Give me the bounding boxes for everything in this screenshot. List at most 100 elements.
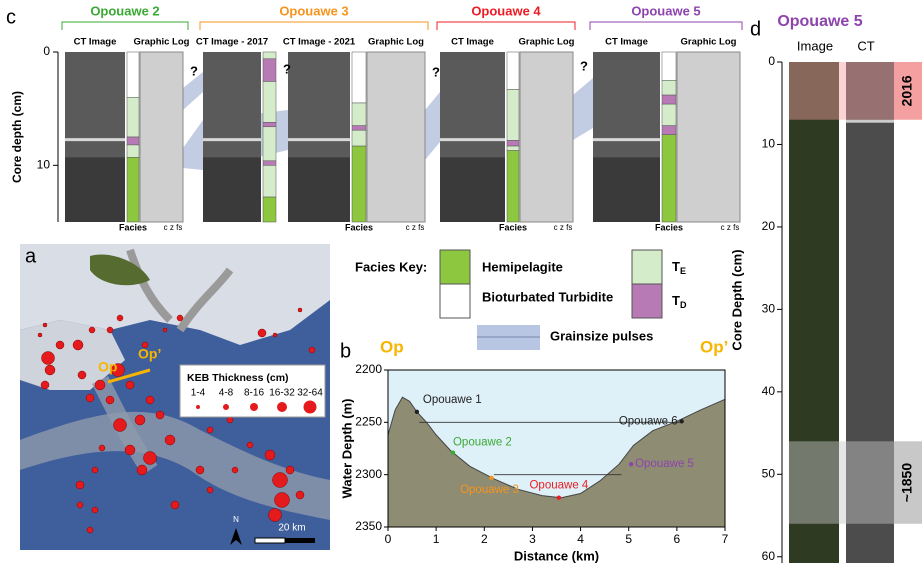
map-dot: [117, 315, 123, 321]
facies-label: Facies: [345, 222, 373, 232]
y-tick-label: 2250: [355, 415, 382, 429]
map-dot: [45, 365, 55, 375]
core-site-label: Opouawe 2: [453, 437, 512, 449]
axis-title: Core Depth (cm): [729, 249, 744, 350]
axis-title: Distance (km): [514, 548, 599, 563]
column-label: CT Image: [451, 37, 494, 48]
ct-band: [593, 138, 660, 141]
map-dot: [78, 371, 86, 379]
core-site-label: Opouawe 5: [635, 458, 694, 470]
x-tick-label: 2: [481, 532, 488, 546]
core-bracket: [200, 22, 428, 30]
y-tick-label: 0: [768, 54, 775, 68]
column-label: Graphic Log: [519, 37, 575, 48]
facies-segment: [352, 103, 366, 126]
ct-band: [288, 138, 350, 141]
facies-segment: [263, 52, 276, 59]
map-dot: [135, 415, 145, 425]
y-tick-label: 60: [762, 549, 776, 563]
map-dot: [114, 419, 127, 432]
facies-segment: [352, 130, 366, 146]
panel-letter: c: [6, 6, 16, 28]
legend-dot: [223, 404, 229, 410]
key-label: TE: [672, 259, 686, 276]
legend-dot: [304, 401, 317, 414]
graphic-log: [367, 52, 425, 222]
axis-title: Core depth (cm): [10, 91, 24, 183]
key-label: TD: [672, 293, 687, 310]
profile-end: Op’: [700, 337, 728, 356]
core-site: [629, 462, 633, 466]
facies-segment: [507, 140, 519, 146]
event-overlay: [789, 441, 894, 523]
legend-label: 1-4: [191, 388, 206, 399]
facies-label: Facies: [655, 222, 683, 232]
key-swatch: [440, 284, 470, 318]
map-dot: [296, 491, 304, 499]
grain-label: c z fs: [164, 223, 183, 232]
event-label: ~1850: [899, 463, 915, 503]
north-label: N: [233, 515, 239, 524]
core-site-label: Opouawe 6: [619, 415, 678, 427]
facies-segment: [127, 97, 139, 137]
core-site: [415, 410, 419, 414]
facies-segment: [507, 52, 519, 89]
core-name: Opouawe 4: [471, 3, 541, 18]
column-label: Image: [797, 38, 833, 53]
graphic-log: [520, 52, 573, 222]
x-tick-label: 5: [625, 532, 632, 546]
key-swatch: [632, 250, 662, 284]
map-dot: [298, 308, 302, 312]
y-tick-label: 10: [762, 137, 776, 151]
map-dot: [273, 333, 277, 337]
core-title: Opouawe 5: [777, 13, 862, 30]
map-dot: [269, 509, 282, 522]
facies-segment: [263, 161, 276, 166]
legend-title: KEB Thickness (cm): [187, 372, 289, 384]
map-dot: [273, 473, 288, 488]
core-name: Opouawe 5: [631, 3, 700, 18]
key-label-main: T: [672, 293, 680, 308]
key-swatch: [440, 250, 470, 284]
event-label: 2016: [899, 75, 915, 106]
core-name: Opouawe 3: [279, 3, 348, 18]
key-label-main: T: [672, 259, 680, 274]
axis-title: Water Depth (m): [339, 399, 354, 499]
map-dot: [156, 411, 164, 419]
map-dot: [41, 381, 49, 389]
ct-dark: [440, 157, 505, 222]
map-dot: [38, 333, 42, 337]
uncertain-mark: ?: [190, 63, 198, 78]
core-site: [557, 495, 561, 499]
column-label: CT: [857, 38, 874, 53]
y-tick-label: 30: [762, 302, 776, 316]
key-title: Facies Key:: [355, 259, 427, 274]
map-dot: [95, 380, 105, 390]
map-dot: [207, 487, 213, 493]
x-tick-label: 0: [385, 532, 392, 546]
panel-letter: d: [750, 18, 761, 40]
key-label: Grainsize pulses: [550, 328, 653, 343]
column-label: CT Image: [74, 37, 117, 48]
map-dot: [146, 396, 154, 404]
facies-segment: [662, 104, 676, 126]
x-tick-label: 7: [722, 532, 729, 546]
key-swatch: [632, 284, 662, 318]
ct-band: [440, 138, 505, 141]
figure: c 0 10 Core depth (cm) Opouawe 2 CT Image Grap…: [0, 0, 922, 564]
legend-dot: [250, 403, 258, 411]
grain-label: c z fs: [721, 223, 740, 232]
y-tick-label: 50: [762, 466, 776, 480]
core-bracket: [590, 22, 742, 30]
scale-bar: [255, 538, 285, 543]
map-dot: [77, 502, 83, 508]
facies-segment: [507, 89, 519, 140]
column-label: Graphic Log: [368, 37, 424, 48]
ct-band: [846, 120, 894, 123]
facies-segment: [662, 126, 676, 135]
map-label: Op’: [138, 346, 161, 362]
facies-segment: [662, 135, 676, 222]
core-bracket: [62, 22, 188, 30]
y-tick-label: 20: [762, 219, 776, 233]
y-tick-label: 2200: [355, 362, 382, 376]
